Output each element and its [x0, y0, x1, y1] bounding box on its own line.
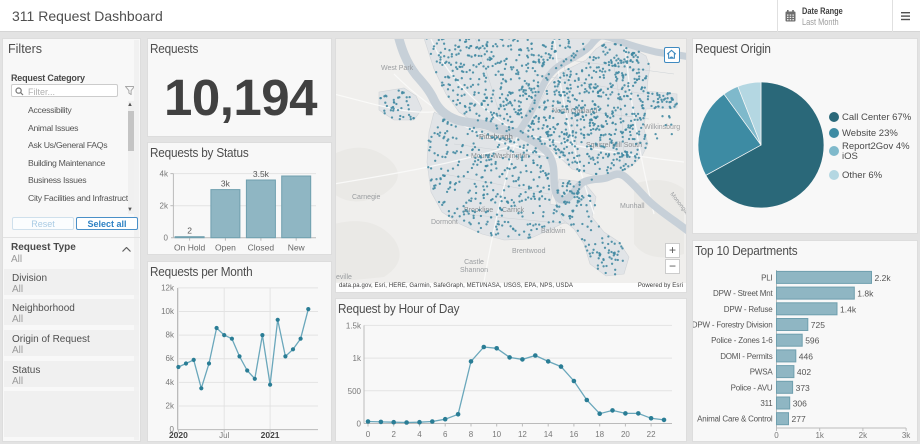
svg-text:New: New	[288, 243, 306, 253]
svg-text:0: 0	[774, 431, 779, 440]
svg-text:1.5k: 1.5k	[346, 321, 362, 330]
svg-text:PWSA: PWSA	[750, 368, 774, 377]
svg-text:Shannon: Shannon	[460, 267, 488, 274]
svg-text:Brentwood: Brentwood	[512, 248, 546, 255]
svg-text:DPW - Forestry Division: DPW - Forestry Division	[693, 321, 773, 330]
svg-text:0: 0	[366, 430, 371, 439]
svg-text:Dormont: Dormont	[431, 219, 458, 226]
svg-text:3.5k: 3.5k	[253, 169, 270, 179]
svg-text:On Hold: On Hold	[174, 243, 205, 253]
svg-text:10: 10	[492, 430, 501, 439]
svg-text:DPW - Street Mnt: DPW - Street Mnt	[713, 289, 773, 298]
svg-text:725: 725	[811, 320, 825, 330]
svg-text:12: 12	[518, 430, 527, 439]
svg-text:277: 277	[792, 414, 806, 424]
svg-text:0: 0	[170, 425, 175, 434]
svg-text:2.2k: 2.2k	[875, 273, 892, 283]
svg-text:12k: 12k	[161, 283, 175, 292]
svg-text:Carnegie: Carnegie	[352, 194, 381, 201]
svg-text:10k: 10k	[161, 307, 175, 316]
svg-text:1k: 1k	[353, 354, 362, 363]
svg-text:Call Center 67%: Call Center 67%	[842, 112, 912, 123]
svg-text:16: 16	[569, 430, 578, 439]
svg-text:8: 8	[469, 430, 474, 439]
svg-text:Baldwin: Baldwin	[541, 228, 566, 235]
svg-text:Pittsburgh: Pittsburgh	[479, 132, 513, 141]
svg-text:306: 306	[793, 399, 807, 409]
svg-text:North Oakland: North Oakland	[552, 108, 597, 115]
svg-text:0: 0	[164, 234, 169, 243]
svg-text:West Park: West Park	[381, 65, 414, 72]
svg-text:311: 311	[760, 399, 773, 408]
svg-text:1k: 1k	[815, 431, 824, 440]
svg-text:3k: 3k	[902, 431, 911, 440]
svg-text:6: 6	[443, 430, 448, 439]
svg-text:0: 0	[357, 420, 362, 429]
svg-text:4: 4	[417, 430, 422, 439]
svg-text:PLI: PLI	[761, 273, 772, 282]
svg-text:2021: 2021	[261, 430, 280, 440]
svg-text:Castle: Castle	[464, 259, 484, 266]
svg-text:iOS: iOS	[842, 151, 858, 162]
svg-text:Open: Open	[215, 243, 236, 253]
svg-text:4k: 4k	[160, 170, 169, 179]
svg-text:3k: 3k	[221, 179, 231, 189]
svg-text:14: 14	[544, 430, 553, 439]
svg-text:8k: 8k	[166, 331, 175, 340]
svg-text:Police - AVU: Police - AVU	[731, 383, 773, 392]
svg-text:2k: 2k	[859, 431, 868, 440]
svg-text:6k: 6k	[166, 354, 175, 363]
svg-text:Closed: Closed	[248, 243, 275, 253]
svg-text:500: 500	[348, 387, 362, 396]
svg-text:Other 6%: Other 6%	[842, 170, 883, 181]
svg-text:Wilkinsburg: Wilkinsburg	[644, 124, 680, 131]
svg-text:Mount Washington: Mount Washington	[471, 153, 529, 160]
svg-text:1.8k: 1.8k	[857, 289, 874, 299]
svg-text:Report2Gov 4%: Report2Gov 4%	[842, 141, 910, 152]
svg-text:DPW - Refuse: DPW - Refuse	[724, 305, 773, 314]
svg-text:DOMI - Permits: DOMI - Permits	[720, 352, 773, 361]
svg-text:20: 20	[621, 430, 630, 439]
svg-text:Munhall: Munhall	[620, 203, 645, 210]
svg-text:596: 596	[805, 336, 819, 346]
svg-text:Website 23%: Website 23%	[842, 128, 898, 139]
svg-text:446: 446	[799, 351, 813, 361]
svg-text:Police - Zones 1-6: Police - Zones 1-6	[711, 336, 773, 345]
svg-text:2k: 2k	[166, 402, 175, 411]
svg-text:4k: 4k	[166, 378, 175, 387]
svg-text:402: 402	[797, 367, 811, 377]
svg-text:1.4k: 1.4k	[840, 304, 857, 314]
svg-text:eville: eville	[336, 274, 352, 281]
svg-text:22: 22	[647, 430, 656, 439]
svg-text:373: 373	[796, 383, 810, 393]
svg-text:2020: 2020	[169, 430, 188, 440]
svg-text:2: 2	[187, 226, 192, 236]
svg-text:Jul: Jul	[219, 431, 229, 440]
svg-text:2k: 2k	[160, 202, 169, 211]
svg-text:2: 2	[391, 430, 396, 439]
svg-text:Carrick: Carrick	[502, 207, 525, 214]
svg-text:18: 18	[595, 430, 604, 439]
svg-text:Animal Care & Control: Animal Care & Control	[697, 415, 773, 424]
